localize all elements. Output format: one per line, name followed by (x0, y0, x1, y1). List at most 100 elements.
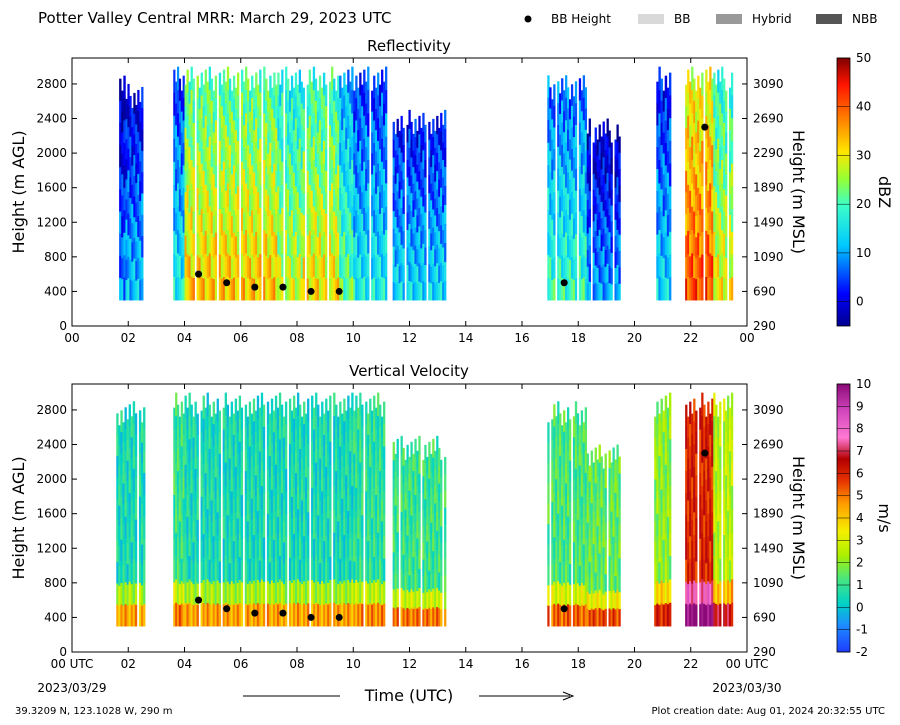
precip-cell (428, 552, 431, 572)
precip-cell (705, 584, 708, 606)
precip-cell (416, 283, 419, 301)
precip-cell (180, 132, 183, 154)
start-date: 2023/03/29 (37, 681, 106, 695)
precip-cell (232, 562, 236, 584)
precip-cell (255, 118, 258, 142)
precip-cell (730, 532, 734, 557)
precip-cell (312, 89, 316, 114)
precip-cell (324, 149, 328, 172)
precip-cell (196, 165, 199, 189)
precip-cell (222, 407, 225, 430)
precip-cell (551, 119, 554, 140)
precip-cell (547, 187, 550, 211)
precip-cell (279, 256, 282, 279)
precip-cell (226, 183, 230, 208)
bb-height-point (307, 287, 315, 295)
precip-cell (320, 215, 324, 237)
precip-cell (192, 458, 195, 480)
precip-cell (124, 407, 127, 430)
precip-cell (598, 142, 601, 161)
precip-cell (255, 186, 258, 210)
precip-cell (118, 425, 121, 446)
precip-cell (385, 66, 388, 91)
precip-cell (402, 265, 405, 284)
precip-cell (320, 278, 324, 301)
precip-cell (312, 206, 316, 231)
precip-cell (719, 190, 722, 214)
precip-cell (406, 481, 409, 500)
precip-period (173, 392, 185, 627)
precip-cell (377, 462, 380, 487)
precip-cell (375, 473, 378, 496)
precip-cell (341, 193, 344, 216)
precip-cell (116, 562, 119, 584)
precip-cell (272, 496, 276, 519)
precip-cell (232, 142, 236, 166)
precip-cell (379, 404, 382, 428)
precip-cell (416, 468, 419, 487)
precip-cell (118, 505, 121, 527)
precip-cell (664, 277, 668, 301)
precip-cell (214, 541, 217, 563)
precip-cell (277, 118, 280, 142)
precip-cell (290, 475, 294, 498)
precip-cell (133, 155, 136, 177)
precip-cell (327, 496, 330, 519)
precip-cell (196, 413, 199, 436)
precip-cell (141, 544, 144, 566)
precip-cell (365, 401, 368, 425)
x-tick-label: 10 (346, 657, 361, 671)
precip-cell (717, 479, 720, 501)
precip-cell (588, 154, 591, 174)
precip-cell (414, 173, 417, 192)
precip-cell (584, 494, 587, 518)
precip-cell (559, 134, 562, 156)
precip-cell (339, 581, 342, 605)
precip-cell (618, 152, 621, 170)
precip-cell (212, 237, 216, 259)
precip-cell (337, 232, 340, 256)
precip-cell (236, 186, 240, 210)
precip-cell (310, 103, 314, 126)
precip-cell (705, 605, 708, 627)
precip-cell (333, 439, 336, 464)
precip-cell (729, 193, 732, 216)
precip-cell (245, 230, 248, 254)
precip-cell (703, 515, 706, 538)
precip-cell (284, 446, 288, 470)
precip-cell (557, 468, 560, 492)
precip-cell (685, 127, 688, 150)
legend-hybrid-label: Hybrid (752, 12, 792, 26)
precip-cell (369, 557, 372, 581)
precip-cell (377, 392, 380, 417)
precip-cell (693, 535, 696, 559)
precip-cell (311, 464, 314, 489)
precip-cell (365, 103, 368, 126)
precip-cell (276, 560, 280, 583)
precip-cell (301, 563, 304, 585)
precip-cell (325, 535, 328, 559)
precip-cell (208, 515, 211, 538)
precip-cell (325, 557, 328, 581)
precip-cell (297, 532, 300, 557)
precip-cell (561, 189, 564, 212)
precip-cell (592, 609, 595, 627)
precip-cell (204, 207, 207, 232)
precip-cell (701, 209, 704, 233)
precip-cell (212, 581, 215, 605)
precip-cell (133, 237, 136, 260)
precip-cell (204, 407, 207, 430)
precip-cell (202, 395, 205, 420)
precip-cell (377, 602, 380, 627)
precip-cell (432, 118, 435, 138)
precip-cell (275, 149, 278, 172)
precip-cell (277, 277, 280, 301)
precip-cell (440, 206, 443, 226)
precip-cell (194, 513, 197, 537)
precip-cell (369, 580, 372, 604)
precip-cell (126, 460, 129, 482)
precip-cell (557, 278, 560, 301)
precip-cell (715, 603, 718, 627)
precip-cell (345, 582, 348, 605)
